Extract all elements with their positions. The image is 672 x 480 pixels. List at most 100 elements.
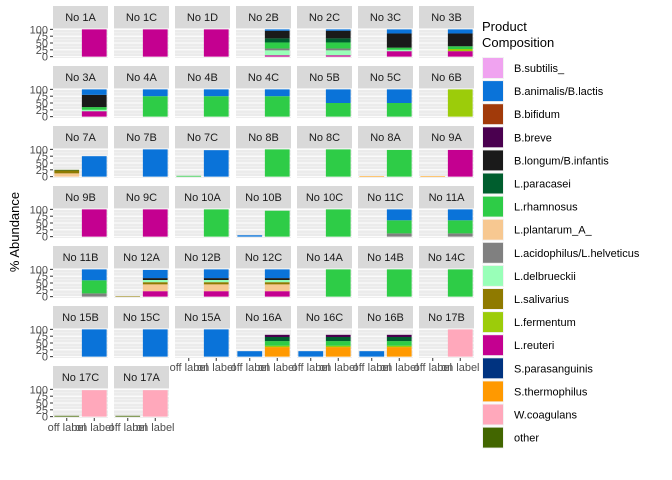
- facet-panel: No 5C: [358, 66, 413, 118]
- facet-label: No 8C: [309, 132, 340, 144]
- bar-segment: [386, 269, 412, 297]
- y-tick-label: 50: [36, 398, 48, 410]
- facet-strip: [297, 66, 352, 88]
- bar-segment: [203, 269, 229, 279]
- facet-label: No 1C: [126, 12, 157, 24]
- x-tick-label: on label: [258, 362, 297, 374]
- facet-strip: [297, 306, 352, 328]
- legend-swatch: [483, 312, 503, 333]
- facet-strip: [419, 306, 474, 328]
- bar-segment: [264, 89, 290, 97]
- facet-strip: [114, 246, 169, 268]
- legend-swatch: [483, 127, 503, 148]
- bar-segment: [359, 176, 385, 177]
- legend-label: L.plantarum_A_: [514, 225, 593, 237]
- bar-segment: [325, 42, 351, 49]
- facet-label: No 14C: [428, 252, 465, 264]
- facet-label: No 17A: [123, 372, 160, 384]
- bar-segment: [386, 33, 412, 48]
- facet-panel: No 8C: [297, 126, 352, 178]
- facet-strip: [175, 306, 230, 328]
- facet-label: No 10C: [306, 192, 343, 204]
- facet-strip: [53, 6, 108, 28]
- facet-strip: [53, 246, 108, 268]
- bar-segment: [203, 96, 229, 117]
- y-tick-label: 75: [36, 271, 48, 283]
- facet-label: No 3A: [65, 72, 96, 84]
- facet-label: No 14A: [306, 252, 343, 264]
- facet-strip: [236, 306, 291, 328]
- bar-segment: [325, 30, 351, 39]
- x-tick-label: off label: [353, 362, 391, 374]
- x-tick-label: on label: [136, 422, 175, 434]
- bar-segment: [81, 329, 107, 357]
- legend-swatch: [483, 289, 503, 309]
- facet-strip: [358, 126, 413, 148]
- facet-label: No 5C: [370, 72, 401, 84]
- bar-segment: [142, 390, 168, 417]
- legend-label: S.thermophilus: [514, 386, 588, 398]
- facet-panel: No 12A: [114, 246, 169, 298]
- bar-segment: [142, 89, 168, 97]
- facet-panel: No 4B: [175, 66, 230, 118]
- bar-segment: [386, 347, 412, 357]
- bar-segment: [81, 269, 107, 281]
- legend-label: L.paracasei: [514, 179, 571, 191]
- facet-label: No 1A: [65, 12, 96, 24]
- facet-panel: No 3B: [419, 6, 474, 58]
- facet-label: No 4A: [126, 72, 157, 84]
- bar-segment: [203, 329, 229, 357]
- facet-panel: No 11A: [419, 186, 474, 238]
- y-tick-label: 100: [30, 204, 48, 216]
- legend-swatch: [483, 173, 503, 194]
- x-tick-label: off label: [109, 422, 147, 434]
- bar-segment: [142, 280, 168, 283]
- bar-segment: [203, 89, 229, 97]
- facet-label: No 7B: [126, 132, 157, 144]
- bar-segment: [325, 50, 351, 56]
- facet-label: No 10A: [184, 192, 221, 204]
- bar-segment: [142, 149, 168, 177]
- legend-swatch: [483, 150, 503, 171]
- bar-segment: [81, 209, 107, 237]
- legend-label: B.bifidum: [514, 109, 560, 121]
- y-tick-label: 100: [30, 384, 48, 396]
- facet-panel: No 10A: [175, 186, 230, 238]
- bar-segment: [81, 390, 107, 417]
- bar-segment: [264, 55, 290, 57]
- facet-panel: No 12C: [236, 246, 291, 298]
- bar-segment: [264, 149, 290, 177]
- bar-segment: [386, 149, 412, 177]
- facet-label: No 11C: [367, 192, 404, 204]
- x-tick-label: on label: [197, 362, 236, 374]
- bar-segment: [447, 29, 473, 34]
- facet-strip: [114, 6, 169, 28]
- y-tick-label: 75: [36, 211, 48, 223]
- bar-segment: [142, 284, 168, 292]
- bar-segment: [142, 96, 168, 117]
- bar-segment: [386, 51, 412, 57]
- facet-label: No 15B: [62, 312, 99, 324]
- bar-segment: [325, 38, 351, 43]
- facet-label: No 4C: [248, 72, 279, 84]
- facet-panel: No 4A: [114, 66, 169, 118]
- facet-strip: [297, 6, 352, 28]
- x-tick-label: on label: [380, 362, 419, 374]
- y-tick-label: 25: [36, 405, 48, 417]
- facet-panel: No 2C: [297, 6, 352, 58]
- bar-segment: [203, 29, 229, 57]
- facet-strip: [53, 306, 108, 328]
- facet-label: No 4B: [187, 72, 218, 84]
- facet-strip: [358, 306, 413, 328]
- x-tick-label: off label: [170, 362, 208, 374]
- bar-segment: [264, 29, 290, 31]
- bar-segment: [54, 173, 80, 177]
- facet-panel: No 2B: [236, 6, 291, 58]
- facet-strip: [236, 6, 291, 28]
- facet-strip: [53, 366, 108, 388]
- x-tick-label: on label: [441, 362, 480, 374]
